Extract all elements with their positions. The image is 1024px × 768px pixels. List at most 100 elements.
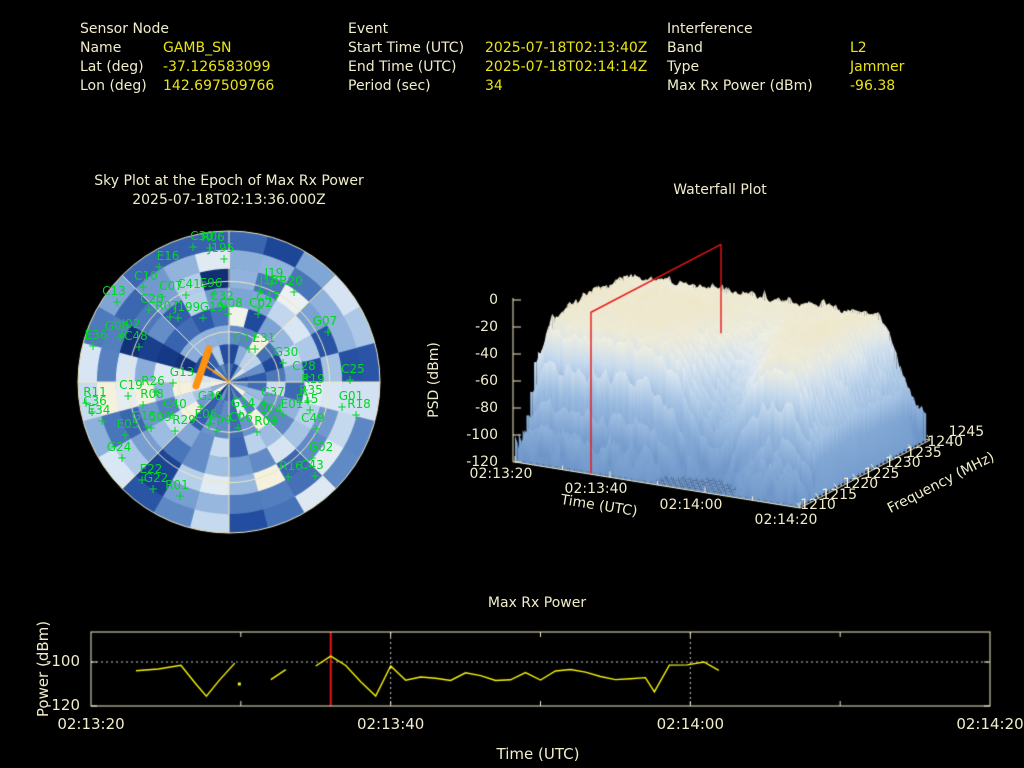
satellite-label: G01 bbox=[338, 389, 364, 403]
satellite-label: E05 bbox=[116, 417, 140, 431]
satellite-label: C47 bbox=[256, 290, 280, 304]
timeseries-x-tick: 02:13:20 bbox=[57, 715, 125, 733]
field-value: 2025-07-18T02:14:14Z bbox=[485, 59, 648, 75]
satellite-label: R07 bbox=[155, 299, 179, 313]
satellite-label: G13 bbox=[169, 365, 195, 379]
satellite-label: E16 bbox=[156, 249, 180, 263]
waterfall-z-tick: -40 bbox=[475, 346, 498, 362]
waterfall-z-tick: -60 bbox=[475, 373, 498, 389]
satellite-label: E36 bbox=[84, 328, 108, 342]
waterfall-freq-tick: 1215 bbox=[821, 486, 858, 503]
satellite-marker: + bbox=[203, 418, 215, 432]
satellite-label: G22 bbox=[143, 471, 169, 485]
waterfall-freq-tick: 1245 bbox=[948, 423, 985, 440]
event-panel: Event Start Time (UTC) 2025-07-18T02:13:4… bbox=[348, 20, 647, 96]
satellite-marker: + bbox=[136, 473, 148, 487]
satellite-label: R08 bbox=[140, 387, 164, 401]
satellite-label: J02 bbox=[121, 317, 141, 331]
waterfall-freq-tick: 1235 bbox=[906, 444, 942, 461]
satellite-marker: + bbox=[234, 407, 246, 421]
satellite-label: C32 bbox=[210, 289, 234, 303]
satellite-marker: + bbox=[258, 396, 270, 410]
satellite-label: R18 bbox=[347, 397, 371, 411]
satellite-marker: + bbox=[80, 396, 92, 410]
satellite-marker: + bbox=[197, 311, 209, 325]
waterfall-time-tick: 02:13:20 bbox=[469, 466, 533, 482]
satellite-label: E04 bbox=[259, 402, 283, 416]
satellite-label: R35 bbox=[299, 383, 323, 397]
satellite-label: R26 bbox=[141, 374, 165, 388]
satellite-marker: + bbox=[219, 300, 231, 314]
waterfall-freq-tick: 1240 bbox=[927, 434, 964, 450]
satellite-marker: + bbox=[309, 469, 321, 483]
satellite-label: R20 bbox=[279, 274, 303, 288]
satellite-label: G17 bbox=[233, 331, 259, 345]
waterfall-time-tick: 02:14:00 bbox=[659, 496, 723, 513]
skyplot-title-line2: 2025-07-18T02:13:36.000Z bbox=[132, 192, 326, 208]
waterfall-time-tick: 02:13:40 bbox=[564, 481, 628, 498]
field-label: Lon (deg) bbox=[80, 78, 147, 94]
waterfall-freq-tick: 1210 bbox=[800, 497, 836, 513]
satellite-marker: + bbox=[232, 421, 244, 435]
skyplot-title-line1: Sky Plot at the Epoch of Max Rx Power bbox=[94, 173, 364, 189]
field-label: Period (sec) bbox=[348, 78, 431, 94]
satellite-marker: + bbox=[174, 489, 186, 503]
satellite-marker: + bbox=[145, 421, 157, 435]
satellite-marker: + bbox=[114, 330, 126, 344]
satellite-label: E01 bbox=[280, 397, 304, 411]
satellite-marker: + bbox=[119, 428, 131, 442]
satellite-marker: + bbox=[116, 328, 128, 342]
satellite-label: G06 bbox=[104, 319, 130, 333]
waterfall-title: Waterfall Plot bbox=[673, 182, 767, 198]
field-value: 2025-07-18T02:13:40Z bbox=[485, 40, 648, 56]
satellite-label: C43 bbox=[300, 458, 324, 472]
satellite-label: J18 bbox=[259, 273, 279, 287]
satellite-marker: + bbox=[156, 290, 168, 304]
field-label: End Time (UTC) bbox=[348, 59, 457, 75]
field-value: Jammer bbox=[850, 59, 905, 75]
satellite-marker: + bbox=[322, 325, 334, 339]
satellite-marker: + bbox=[116, 451, 128, 465]
satellite-marker: + bbox=[137, 280, 149, 294]
field-label: Max Rx Power (dBm) bbox=[667, 78, 813, 94]
satellite-label: R06 bbox=[201, 230, 225, 244]
satellite-marker: + bbox=[277, 408, 289, 422]
field-value: -96.38 bbox=[850, 78, 896, 94]
waterfall-time-tick: 02:14:20 bbox=[754, 512, 818, 528]
satellite-label: G07 bbox=[312, 314, 338, 328]
satellite-marker: + bbox=[218, 252, 230, 266]
satellite-label: G36 bbox=[197, 389, 223, 403]
waterfall-freq-tick: 1225 bbox=[863, 465, 900, 482]
waterfall-z-tick: -80 bbox=[475, 400, 498, 416]
satellite-label: G30 bbox=[273, 345, 299, 359]
satellite-marker: + bbox=[167, 376, 179, 390]
satellite-label: G14 bbox=[230, 396, 256, 410]
field-value: 34 bbox=[485, 78, 503, 94]
satellite-marker: + bbox=[96, 414, 108, 428]
timeseries-x-axis-label: Time (UTC) bbox=[496, 745, 580, 763]
satellite-label: J199 bbox=[173, 300, 201, 314]
timeseries-x-tick: 02:14:00 bbox=[656, 715, 725, 733]
field-value: GAMB_SN bbox=[163, 40, 232, 56]
satellite-marker: + bbox=[204, 241, 216, 255]
satellite-label: R01 bbox=[165, 478, 189, 492]
satellite-marker: + bbox=[195, 400, 207, 414]
satellite-marker: + bbox=[147, 482, 159, 496]
satellite-label: R19 bbox=[301, 372, 325, 386]
satellite-marker: + bbox=[111, 295, 123, 309]
satellite-marker: + bbox=[187, 240, 199, 254]
satellite-label: J19 bbox=[264, 266, 284, 280]
satellite-label: E34 bbox=[87, 403, 111, 417]
satellite-marker: + bbox=[222, 307, 234, 321]
satellite-label: C10 bbox=[134, 269, 158, 283]
satellite-marker: + bbox=[122, 389, 134, 403]
satellite-label: C02 bbox=[249, 296, 273, 310]
satellite-marker: + bbox=[172, 311, 184, 325]
waterfall-z-tick: -120 bbox=[466, 454, 498, 470]
satellite-label: E31 bbox=[252, 331, 276, 345]
satellite-marker: + bbox=[87, 339, 99, 353]
satellite-marker: + bbox=[344, 373, 356, 387]
satellite-marker: + bbox=[153, 260, 165, 274]
satellite-marker: + bbox=[277, 356, 289, 370]
field-label: Start Time (UTC) bbox=[348, 40, 465, 56]
